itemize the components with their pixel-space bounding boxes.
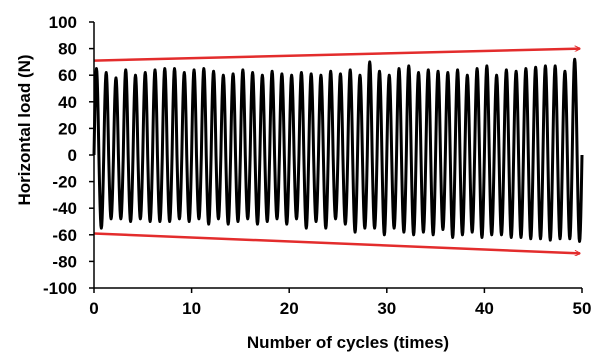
y-tick-label: 60 <box>58 66 77 85</box>
y-axis-ticks: 100 80 60 40 20 0 -20 -40 -60 -80 -100 <box>43 13 94 298</box>
load-series-line <box>92 57 584 243</box>
y-tick-label: 0 <box>68 146 77 165</box>
y-tick-label: 40 <box>58 93 77 112</box>
upper-trend-arrow <box>93 49 580 62</box>
x-tick-label: 30 <box>377 299 396 318</box>
y-tick-label: -100 <box>43 279 77 298</box>
x-axis-title: Number of cycles (times) <box>247 333 449 352</box>
x-tick-label: 0 <box>89 299 98 318</box>
x-tick-label: 20 <box>280 299 299 318</box>
x-tick-label: 10 <box>182 299 201 318</box>
y-tick-label: -80 <box>52 252 77 271</box>
trend-arrows <box>93 49 580 254</box>
x-tick-label: 50 <box>573 299 592 318</box>
x-axis-ticks: 0 10 20 30 40 50 <box>89 288 591 318</box>
x-tick-label: 40 <box>475 299 494 318</box>
y-tick-label: -20 <box>52 173 77 192</box>
lower-trend-arrow <box>93 232 580 253</box>
y-tick-label: -60 <box>52 226 77 245</box>
y-axis-title: Horizontal load (N) <box>15 54 34 205</box>
y-tick-label: -40 <box>52 199 77 218</box>
y-tick-label: 80 <box>58 40 77 59</box>
y-tick-label: 20 <box>58 119 77 138</box>
y-tick-label: 100 <box>49 13 77 32</box>
plot-area <box>92 57 584 243</box>
